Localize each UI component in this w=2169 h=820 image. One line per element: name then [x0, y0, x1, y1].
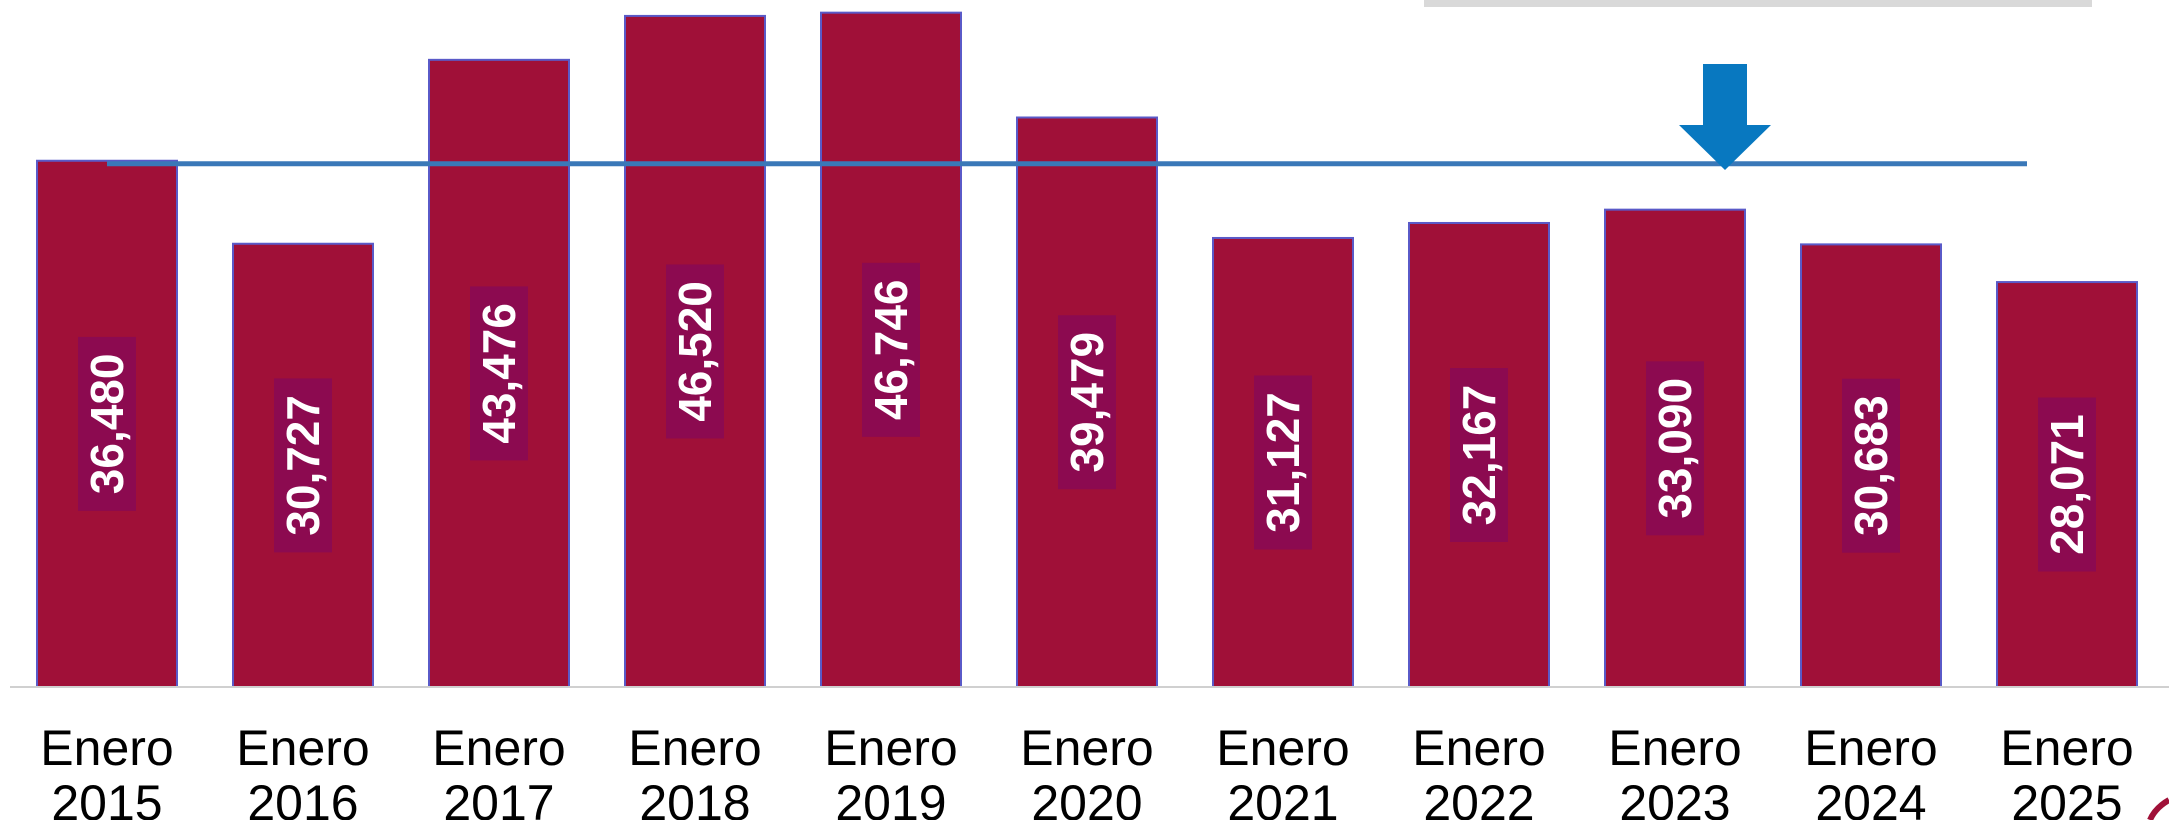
x-tick-label: 2020 [1031, 775, 1142, 820]
data-label: 28,071 [2038, 397, 2096, 572]
header-strip [1424, 0, 2092, 7]
x-tick-label: Enero [1216, 720, 1349, 776]
x-tick-label: 2024 [1815, 775, 1926, 820]
data-label-bg [666, 264, 724, 439]
data-label: 46,746 [862, 262, 920, 437]
data-label-text: 32,167 [1453, 385, 1505, 526]
data-label-bg [1058, 315, 1116, 490]
data-label-text: 46,520 [669, 281, 721, 422]
data-label: 30,683 [1842, 378, 1900, 553]
x-tick-label: 2022 [1423, 775, 1534, 820]
data-label-bg [862, 262, 920, 437]
data-label-bg [1254, 375, 1312, 550]
arrow-shape [1679, 64, 1771, 170]
corner-swoosh [2147, 797, 2169, 820]
x-tick-label: Enero [2000, 720, 2133, 776]
data-label: 30,727 [274, 378, 332, 553]
data-label: 43,476 [470, 286, 528, 461]
x-tick-label: Enero [40, 720, 173, 776]
data-label: 36,480 [78, 336, 136, 511]
data-label-bg [1842, 378, 1900, 553]
x-tick-label: Enero [824, 720, 957, 776]
value-labels-group: 36,480 30,727 43,476 46,520 46,746 39,479 31,1… [78, 262, 2096, 572]
data-label-text: 28,071 [2041, 414, 2093, 555]
x-tick-labels-group: Enero2015Enero2016Enero2017Enero2018Ener… [40, 720, 2133, 820]
x-tick-label: Enero [236, 720, 369, 776]
x-tick-label: 2021 [1227, 775, 1338, 820]
data-label-text: 30,683 [1845, 395, 1897, 536]
data-label-bg [1450, 367, 1508, 542]
x-tick-label: 2017 [443, 775, 554, 820]
data-label-text: 36,480 [81, 354, 133, 495]
x-tick-label: Enero [1608, 720, 1741, 776]
data-label-bg [1646, 361, 1704, 536]
data-label-bg [274, 378, 332, 553]
data-label: 46,520 [666, 264, 724, 439]
x-tick-label: 2015 [51, 775, 162, 820]
x-tick-label: 2019 [835, 775, 946, 820]
data-label-bg [470, 286, 528, 461]
data-label-text: 30,727 [277, 395, 329, 536]
x-tick-label: 2018 [639, 775, 750, 820]
data-label: 31,127 [1254, 375, 1312, 550]
data-label: 39,479 [1058, 315, 1116, 490]
data-label-text: 33,090 [1649, 378, 1701, 519]
data-label-text: 31,127 [1257, 392, 1309, 533]
data-label-bg [78, 336, 136, 511]
x-tick-label: Enero [628, 720, 761, 776]
data-label-text: 43,476 [473, 303, 525, 444]
x-tick-label: 2016 [247, 775, 358, 820]
down-arrow-icon [1679, 64, 1771, 170]
data-label: 32,167 [1450, 367, 1508, 542]
x-tick-label: Enero [1020, 720, 1153, 776]
data-label-text: 46,746 [865, 279, 917, 420]
data-label-bg [2038, 397, 2096, 572]
x-tick-label: Enero [1804, 720, 1937, 776]
data-label-text: 39,479 [1061, 332, 1113, 473]
x-tick-label: 2023 [1619, 775, 1730, 820]
x-tick-label: 2025 [2011, 775, 2122, 820]
x-tick-label: Enero [1412, 720, 1545, 776]
x-tick-label: Enero [432, 720, 565, 776]
data-label: 33,090 [1646, 361, 1704, 536]
